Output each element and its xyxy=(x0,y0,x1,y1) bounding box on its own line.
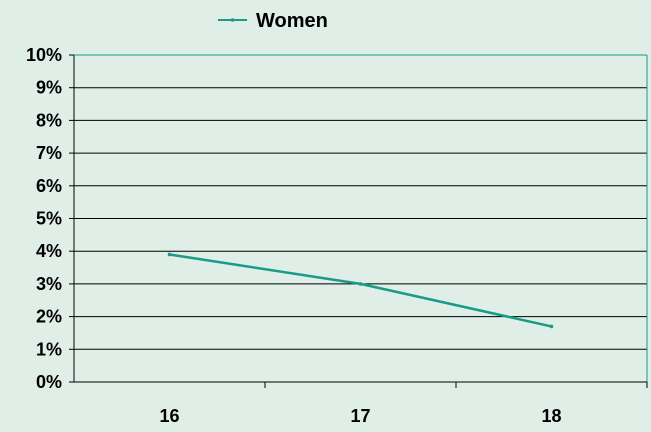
legend-marker-women xyxy=(230,18,235,22)
series-line-women xyxy=(169,253,552,328)
y-tick-label: 4% xyxy=(36,241,62,261)
y-axis-tick-labels: 0% 1% 2% 3% 4% 5% 6% 7% 8% 9% 10% xyxy=(26,45,74,392)
y-tick-label: 6% xyxy=(36,176,62,196)
y-tick-label: 8% xyxy=(36,110,62,130)
y-tick-label: 3% xyxy=(36,274,62,294)
x-tick-label: 18 xyxy=(541,406,561,426)
x-axis-tick-labels: 16 17 18 xyxy=(159,382,648,426)
y-tick-label: 2% xyxy=(36,307,62,327)
y-tick-label: 9% xyxy=(36,78,62,98)
legend-label-women: Women xyxy=(256,10,328,32)
y-tick-label: 10% xyxy=(26,45,62,65)
series-layer xyxy=(167,252,554,329)
plot-frame xyxy=(73,54,648,383)
y-tick-label: 0% xyxy=(36,372,62,392)
data-point xyxy=(167,252,172,257)
x-tick-label: 16 xyxy=(159,406,179,426)
data-point xyxy=(358,282,363,286)
x-tick-label: 17 xyxy=(350,406,370,426)
legend: Women xyxy=(218,10,328,32)
y-tick-label: 1% xyxy=(36,339,62,359)
y-tick-label: 5% xyxy=(36,209,62,229)
y-tick-label: 7% xyxy=(36,143,62,163)
data-point xyxy=(549,324,554,329)
gridlines xyxy=(74,54,647,350)
